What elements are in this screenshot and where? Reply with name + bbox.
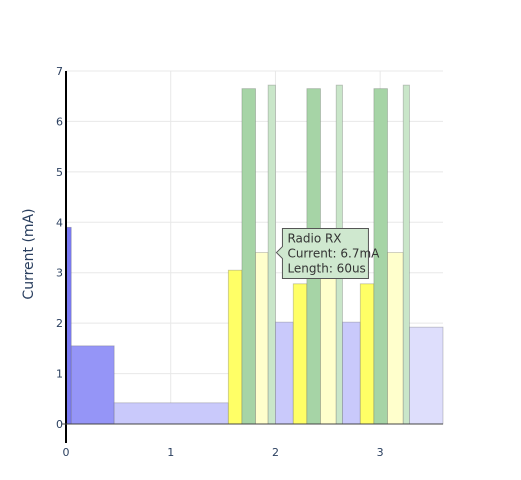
current-bar-17[interactable] <box>409 326 444 425</box>
axes <box>62 71 443 443</box>
y-tick-label: 7 <box>56 65 63 78</box>
tooltip-line: Radio RX <box>287 232 341 246</box>
tooltip-box <box>275 228 369 280</box>
tooltip-line: Length: 60us <box>287 262 365 276</box>
x-tick-label: 1 <box>167 446 174 459</box>
current-bar-16[interactable] <box>402 84 410 425</box>
current-bar-12[interactable] <box>342 321 361 425</box>
current-bar-7[interactable] <box>275 321 294 425</box>
x-tick-labels: 0 1 2 3 <box>63 446 384 459</box>
y-tick-label: 3 <box>56 267 63 280</box>
current-bar-8[interactable] <box>292 283 308 425</box>
y-tick-label: 5 <box>56 166 63 179</box>
y-tick-label: 6 <box>56 115 63 128</box>
x-tick-label: 3 <box>377 446 384 459</box>
y-tick-label: 0 <box>56 418 63 431</box>
tooltip-line: Current: 6.7mA <box>287 247 380 261</box>
y-axis-title: Current (mA) <box>21 208 37 299</box>
current-bar-6[interactable] <box>267 84 276 425</box>
y-tick-label: 4 <box>56 216 63 229</box>
y-tick-labels: 0 1 2 3 4 5 6 7 <box>56 65 63 431</box>
current-bar-5[interactable] <box>255 252 269 425</box>
x-tick-label: 2 <box>272 446 279 459</box>
current-bar-4[interactable] <box>241 88 256 425</box>
current-bar-1[interactable] <box>70 345 115 425</box>
current-bar-13[interactable] <box>359 283 375 425</box>
y-tick-label: 1 <box>56 368 63 381</box>
current-bar-15[interactable] <box>387 252 404 425</box>
y-tick-label: 2 <box>56 317 63 330</box>
current-bar-3[interactable] <box>227 269 243 425</box>
x-tick-label: 0 <box>63 446 70 459</box>
current-bar-2[interactable] <box>113 402 229 425</box>
